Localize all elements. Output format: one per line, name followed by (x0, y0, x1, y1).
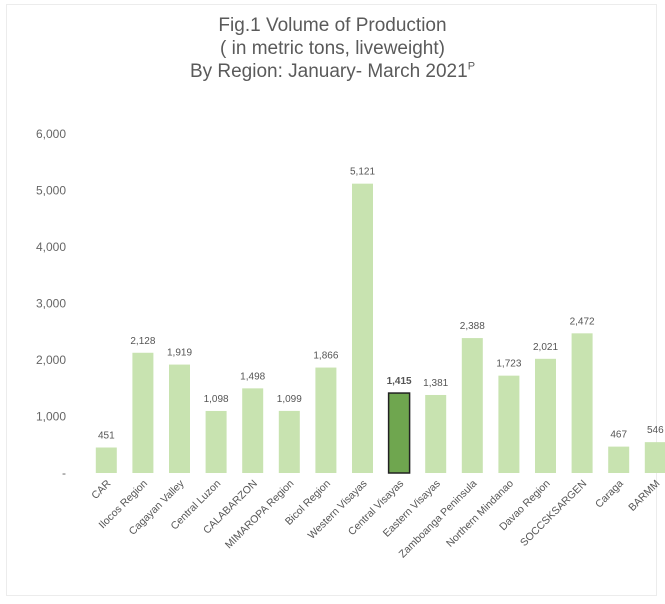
data-label: 546 (647, 425, 664, 436)
title-line-1: Fig.1 Volume of Production (218, 15, 447, 36)
bar (644, 442, 665, 473)
data-label: 1,723 (496, 359, 521, 370)
data-label: 1,415 (387, 376, 412, 387)
bar (205, 410, 227, 473)
y-axis: - 1,000 2,000 3,000 4,000 5,000 6,000 (36, 127, 66, 480)
x-tick-label: Caraga (593, 478, 626, 511)
x-tick-label: Northern Mindanao (444, 478, 516, 550)
data-label: 2,388 (460, 321, 485, 332)
bar (461, 338, 483, 473)
y-tick-label: 5,000 (36, 184, 66, 198)
data-label: 1,866 (313, 351, 338, 362)
y-tick-label: 4,000 (36, 240, 66, 254)
bar (571, 333, 593, 473)
data-label: 1,919 (167, 348, 192, 359)
y-tick-label: 6,000 (36, 127, 66, 141)
bar (278, 410, 300, 473)
bar (95, 447, 117, 473)
data-label: 2,472 (570, 316, 595, 327)
chart-frame (6, 4, 657, 596)
bar (535, 358, 556, 473)
x-tick-label: BARMM (626, 478, 662, 514)
bar (352, 183, 373, 473)
data-label: 1,381 (423, 378, 448, 389)
data-label: 5,121 (350, 167, 375, 178)
bars (95, 183, 665, 474)
x-tick-label: CAR (89, 477, 113, 501)
y-tick-label: 1,000 (36, 410, 66, 424)
bar (387, 392, 411, 474)
y-tick-label: 2,000 (36, 353, 66, 367)
chart-title: Fig.1 Volume of Production ( in metric t… (0, 14, 665, 83)
value-labels: 451 2,128 1,919 1,098 1,498 1,099 1,866 5,121 1,… (98, 167, 664, 442)
title-line-2: ( in metric tons, liveweight) (220, 38, 445, 59)
x-tick-label: MIMAROPA Region (223, 478, 297, 552)
bar (498, 375, 520, 473)
title-superscript: P (467, 60, 476, 73)
bar (315, 367, 337, 473)
data-label: 451 (98, 431, 115, 442)
bar (425, 394, 447, 473)
data-label: 467 (610, 430, 627, 441)
x-tick-label: SOCCSKSARGEN (518, 478, 589, 549)
data-label: 2,021 (533, 342, 558, 353)
y-tick-label: - (62, 466, 66, 480)
bar (608, 446, 630, 473)
title-line-3-text: By Region: January- March 2021 (189, 61, 468, 82)
data-label: 1,498 (240, 371, 265, 382)
bar (169, 364, 190, 473)
y-tick-label: 3,000 (36, 297, 66, 311)
data-label: 2,128 (130, 336, 155, 347)
bar (242, 388, 264, 473)
data-label: 1,098 (204, 394, 229, 405)
data-label: 1,099 (277, 394, 302, 405)
title-line-3: By Region: January- March 2021P (0, 60, 665, 83)
bar (132, 352, 154, 473)
